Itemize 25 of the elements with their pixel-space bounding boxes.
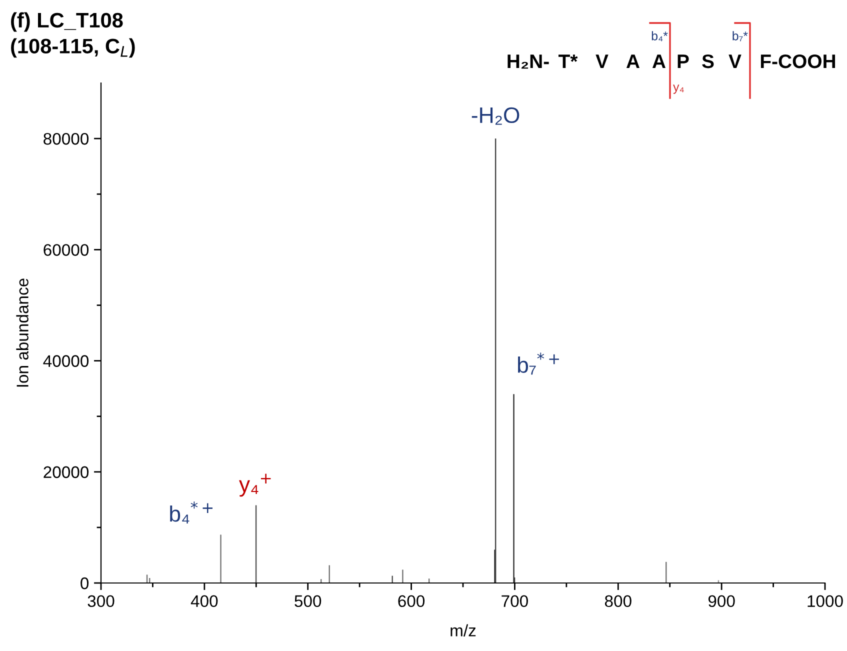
x-tick-label: 600: [398, 595, 425, 608]
y-tick-label: 20000: [44, 466, 89, 478]
y-tick-label: 80000: [44, 132, 89, 145]
x-tick-label: 900: [708, 595, 735, 608]
annotation: y₄$^{+}$: [238, 474, 271, 497]
y-tick-label: 40000: [43, 355, 89, 367]
y-tick-label: 60000: [44, 244, 89, 256]
annotation: b₄$^{*+}$: [170, 502, 212, 524]
chart-subtitle: (108-115, C$_{L}$): [11, 38, 135, 58]
y-tick-label: 0: [80, 577, 89, 590]
text: b₄*: [652, 31, 668, 42]
x-tick-label: 800: [604, 595, 632, 608]
annotation: -H₂O: [472, 107, 520, 125]
text: H₂N- T* V A A P S V F-COOH: [508, 54, 836, 69]
chart-title: (f) LC_T108: [11, 12, 123, 32]
annotation: b₇$^{*+}$: [518, 352, 559, 375]
x-axis-title: m/z: [450, 624, 476, 636]
x-tick-label: 300: [88, 595, 114, 608]
annotation: y₄: [673, 84, 684, 94]
x-tick-label: 400: [190, 595, 218, 608]
x-tick-label: 700: [502, 595, 528, 608]
text: b₇*: [732, 31, 748, 42]
x-tick-label: 500: [294, 595, 322, 608]
x-tick-label: 1000: [808, 595, 843, 608]
y-axis-title: Ion abundance: [16, 278, 28, 387]
